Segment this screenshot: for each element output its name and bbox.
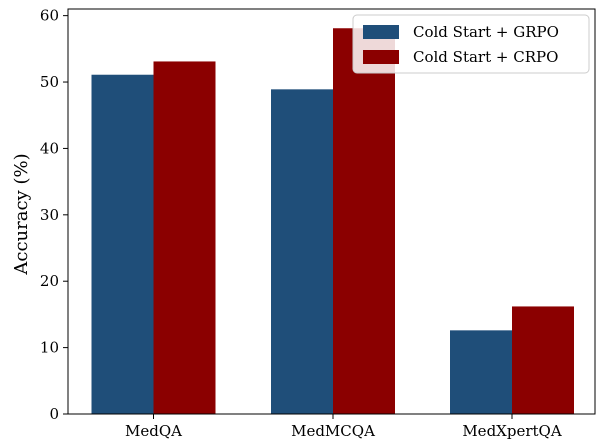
y-axis-label: Accuracy (%): [11, 153, 32, 275]
legend-box: [352, 14, 590, 74]
bar-grpo-medqa: [91, 74, 154, 415]
bar-grpo-medmcqa: [271, 89, 333, 415]
y-tick-label: 40: [40, 139, 59, 157]
y-tick-label: 10: [40, 339, 59, 357]
legend: Cold Start + GRPO Cold Start + CRPO: [352, 14, 590, 74]
bar-grpo-medxpertqa: [450, 330, 512, 414]
legend-label: Cold Start + CRPO: [413, 48, 558, 66]
y-tick-label: 30: [40, 206, 59, 224]
axes-group: 0 10 20 30 40 50 60 MedQA MedMCQA MedXpertQA: [40, 7, 596, 440]
plot-frame: [67, 8, 596, 415]
y-tick-label: 50: [40, 73, 59, 91]
legend-label: Cold Start + GRPO: [413, 23, 559, 41]
legend-swatch: [363, 25, 399, 39]
x-tick-label: MedQA: [125, 422, 182, 440]
x-tick-label: MedMCQA: [291, 422, 375, 440]
x-tick-label: MedXpertQA: [462, 422, 561, 440]
bar-crpo-medxpertqa: [512, 306, 574, 414]
bar-crpo-medmcqa: [333, 28, 395, 415]
bar-crpo-medqa: [153, 61, 216, 415]
y-tick-label: 0: [49, 405, 59, 423]
legend-swatch: [363, 50, 399, 64]
y-tick-label: 60: [40, 7, 59, 25]
bars-group: [91, 28, 574, 415]
y-tick-label: 20: [40, 272, 59, 290]
